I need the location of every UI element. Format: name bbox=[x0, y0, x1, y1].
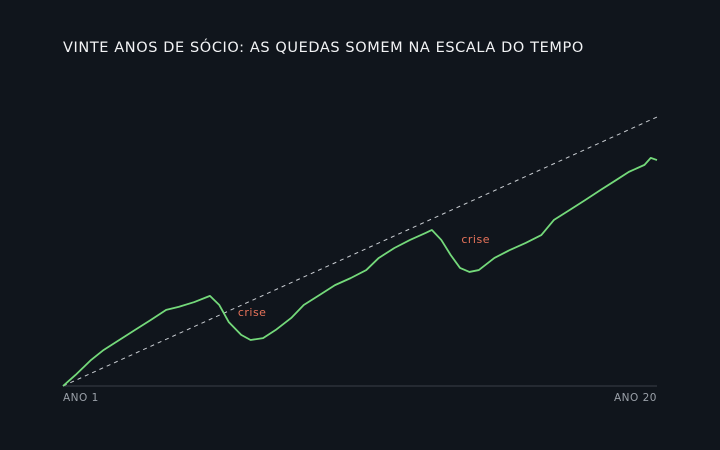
annotation: crise bbox=[238, 306, 267, 319]
x-tick-label: ANO 1 bbox=[63, 392, 99, 404]
chart-title: VINTE ANOS DE SÓCIO: AS QUEDAS SOMEM NA … bbox=[63, 38, 584, 56]
x-tick-label: ANO 20 bbox=[614, 392, 657, 404]
data-line bbox=[62, 156, 658, 387]
annotation: crise bbox=[461, 233, 490, 246]
